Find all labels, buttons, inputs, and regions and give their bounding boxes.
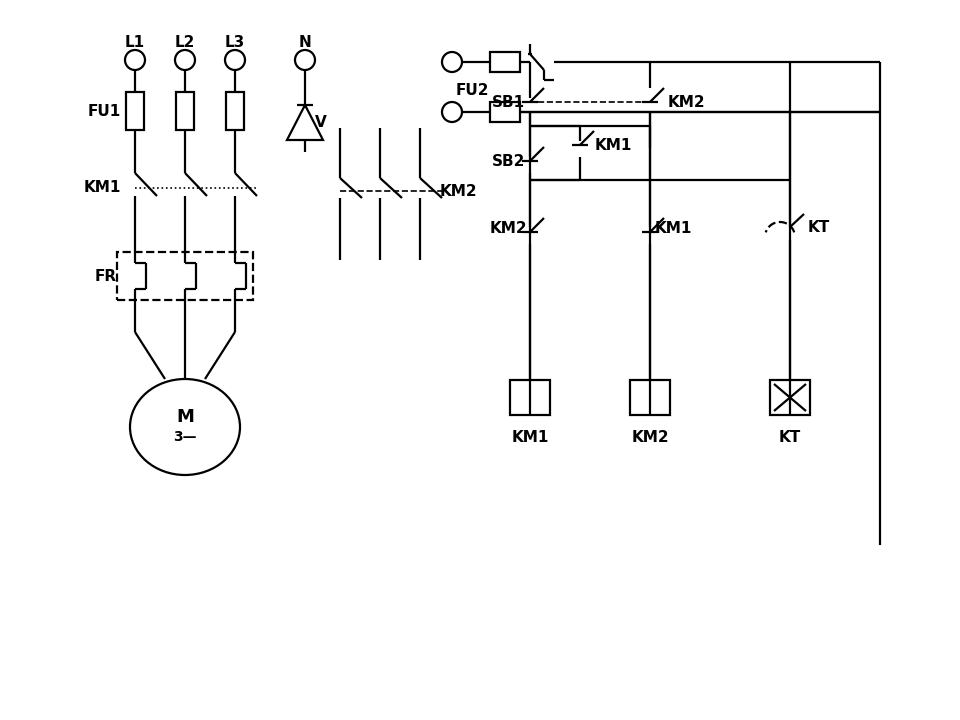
Text: M: M: [176, 408, 194, 426]
Bar: [176, 92, 194, 130]
Text: 3—: 3—: [173, 430, 197, 444]
Text: KM1: KM1: [595, 138, 633, 153]
Bar: [510, 380, 550, 415]
Text: KT: KT: [779, 430, 802, 444]
Circle shape: [125, 50, 145, 70]
Text: FU1: FU1: [87, 104, 121, 119]
Bar: [126, 92, 144, 130]
Bar: [630, 380, 670, 415]
Text: KM2: KM2: [490, 220, 528, 235]
Text: KM2: KM2: [668, 94, 706, 109]
Text: KM2: KM2: [631, 430, 669, 444]
Bar: [770, 380, 810, 415]
Text: L2: L2: [175, 35, 195, 50]
Circle shape: [442, 52, 462, 72]
Text: KM1: KM1: [512, 430, 549, 444]
Text: KM2: KM2: [440, 184, 478, 199]
Text: V: V: [315, 114, 326, 130]
Circle shape: [225, 50, 245, 70]
Text: L3: L3: [225, 35, 245, 50]
Bar: [490, 52, 520, 72]
Circle shape: [295, 50, 315, 70]
Text: SB1: SB1: [492, 94, 525, 109]
Circle shape: [175, 50, 195, 70]
Bar: [117, 252, 253, 300]
Text: FU2: FU2: [455, 83, 489, 97]
Text: FR: FR: [95, 269, 117, 284]
Bar: [226, 92, 244, 130]
Ellipse shape: [130, 379, 240, 475]
Text: KT: KT: [808, 220, 830, 235]
Text: KM1: KM1: [655, 220, 692, 235]
Text: L1: L1: [125, 35, 145, 50]
Bar: [490, 102, 520, 122]
Text: N: N: [299, 35, 311, 50]
Text: SB2: SB2: [492, 153, 525, 168]
Text: KM1: KM1: [84, 180, 121, 195]
Circle shape: [442, 102, 462, 122]
